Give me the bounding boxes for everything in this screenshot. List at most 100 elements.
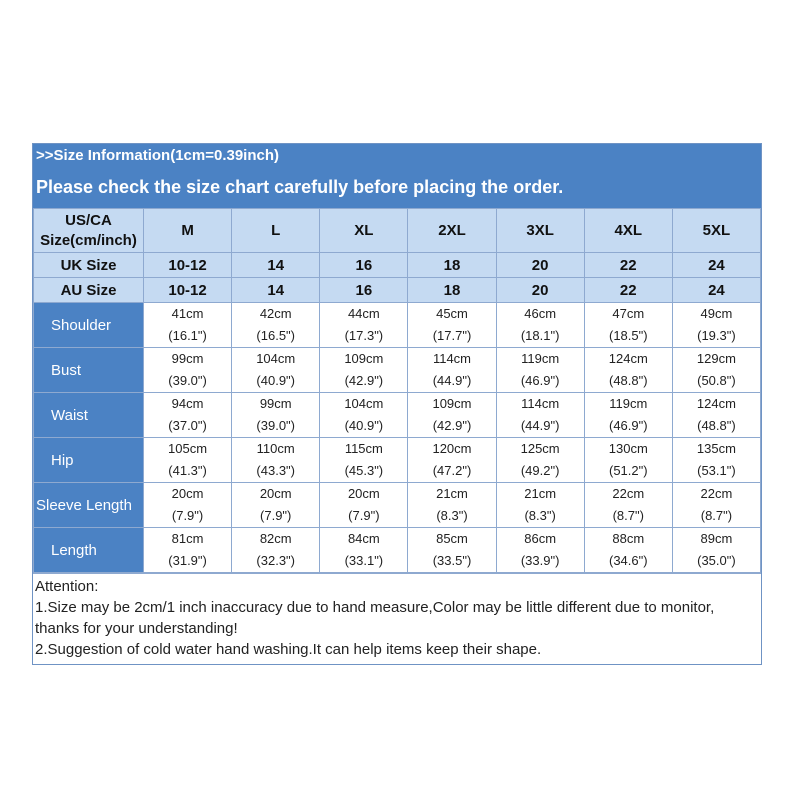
size-system-label: AU Size bbox=[33, 277, 144, 303]
measurement-cm: 109cm bbox=[344, 351, 384, 366]
measurement-label: Hip bbox=[33, 437, 144, 483]
size-header-cell: 14 bbox=[231, 277, 321, 303]
size-system-label: UK Size bbox=[33, 252, 144, 278]
measurement-cm: 104cm bbox=[344, 396, 384, 411]
measurement-inch: (7.9") bbox=[171, 508, 204, 523]
measurement-inch: (33.5") bbox=[432, 553, 472, 568]
measurement-cm: 130cm bbox=[608, 441, 648, 456]
attention-notes: Attention: 1.Size may be 2cm/1 inch inac… bbox=[33, 573, 761, 664]
measurement-inch: (53.1") bbox=[697, 463, 736, 478]
measurement-label: Length bbox=[33, 527, 144, 573]
measurement-cell: 84cm (33.1") bbox=[319, 527, 409, 573]
size-header-cell: 4XL bbox=[583, 208, 673, 253]
measurement-cell: 20cm (7.9") bbox=[142, 482, 233, 528]
measurement-cm: 114cm bbox=[432, 351, 472, 366]
size-header-cell: 20 bbox=[495, 277, 585, 303]
measurement-cm: 21cm bbox=[436, 486, 468, 501]
measurement-cm: 109cm bbox=[432, 396, 472, 411]
measurement-cell: 124cm (48.8") bbox=[671, 392, 762, 438]
measurement-inch: (49.2") bbox=[520, 463, 560, 478]
measurement-cm: 22cm bbox=[700, 486, 733, 501]
measurement-inch: (45.3") bbox=[344, 463, 384, 478]
size-header-cell: 20 bbox=[495, 252, 585, 278]
measurement-cell: 109cm (42.9") bbox=[319, 347, 409, 393]
measurement-inch: (16.1") bbox=[168, 328, 207, 343]
size-header-cell: 5XL bbox=[671, 208, 762, 253]
measurement-cm: 115cm bbox=[344, 441, 383, 456]
measurement-inch: (19.3") bbox=[697, 328, 736, 343]
measurement-cell: 129cm (50.8") bbox=[671, 347, 762, 393]
measurement-inch: (8.3") bbox=[436, 508, 468, 523]
measurement-inch: (7.9") bbox=[348, 508, 380, 523]
measurement-inch: (40.9") bbox=[256, 373, 295, 388]
size-chart: >>Size Information(1cm=0.39inch) Please … bbox=[32, 143, 762, 665]
measurement-cell: 104cm (40.9") bbox=[319, 392, 409, 438]
size-header-cell: 14 bbox=[231, 252, 321, 278]
measurement-cm: 49cm bbox=[700, 306, 733, 321]
measurement-cell: 104cm (40.9") bbox=[231, 347, 321, 393]
measurement-label: Sleeve Length bbox=[33, 482, 144, 528]
measurement-row: Sleeve Length 20cm (7.9") 20cm (7.9") 20cm (7.… bbox=[33, 482, 762, 528]
measurement-cell: 99cm (39.0") bbox=[142, 347, 233, 393]
measurement-label: Bust bbox=[33, 347, 144, 393]
size-chart-banner: >>Size Information(1cm=0.39inch) Please … bbox=[33, 144, 761, 208]
measurement-cm: 94cm bbox=[171, 396, 204, 411]
measurement-cell: 94cm (37.0") bbox=[142, 392, 233, 438]
measurement-cm: 99cm bbox=[171, 351, 204, 366]
size-header-cell: 18 bbox=[407, 252, 497, 278]
measurement-cm: 119cm bbox=[609, 396, 648, 411]
measurement-inch: (34.6") bbox=[608, 553, 648, 568]
size-header-cell: 22 bbox=[583, 252, 673, 278]
measurement-cm: 47cm bbox=[612, 306, 645, 321]
measurement-inch: (33.9") bbox=[520, 553, 560, 568]
attention-title: Attention: bbox=[35, 578, 99, 595]
size-header-cell: 16 bbox=[319, 252, 409, 278]
measurement-inch: (32.3") bbox=[256, 553, 295, 568]
measurement-inch: (50.8") bbox=[697, 373, 736, 388]
measurement-cell: 46cm (18.1") bbox=[495, 302, 585, 348]
size-header-cell: 10-12 bbox=[142, 277, 233, 303]
measurement-cell: 42cm (16.5") bbox=[231, 302, 321, 348]
measurement-inch: (35.0") bbox=[697, 553, 736, 568]
measurement-cm: 129cm bbox=[696, 351, 736, 366]
measurement-inch: (44.9") bbox=[520, 418, 560, 433]
measurement-label: Waist bbox=[33, 392, 144, 438]
measurement-row: Shoulder 41cm (16.1") 42cm (16.5") 44cm (17.3"… bbox=[33, 302, 762, 348]
measurement-cm: 85cm bbox=[436, 531, 468, 546]
measurement-cm: 110cm bbox=[256, 441, 295, 456]
measurement-inch: (42.9") bbox=[432, 418, 472, 433]
size-header-cell: 22 bbox=[583, 277, 673, 303]
measurement-cell: 21cm (8.3") bbox=[407, 482, 497, 528]
measurement-row: Length 81cm (31.9") 82cm (32.3") 84cm (33.1") 8… bbox=[33, 527, 762, 573]
measurement-cm: 82cm bbox=[259, 531, 292, 546]
measurement-cell: 125cm (49.2") bbox=[495, 437, 585, 483]
measurement-cm: 21cm bbox=[524, 486, 557, 501]
measurement-inch: (8.7") bbox=[700, 508, 733, 523]
measurement-cm: 124cm bbox=[608, 351, 648, 366]
measurement-cell: 20cm (7.9") bbox=[231, 482, 321, 528]
measurement-label: Shoulder bbox=[33, 302, 144, 348]
measurement-row: Hip 105cm (41.3") 110cm (43.3") 115cm (45.3") 1… bbox=[33, 437, 762, 483]
measurement-cell: 119cm (46.9") bbox=[583, 392, 673, 438]
measurement-cm: 89cm bbox=[700, 531, 733, 546]
measurement-cm: 42cm bbox=[259, 306, 292, 321]
size-header-row: US/CA Size(cm/inch) M L XL 2XL 3XL 4XL 5XL bbox=[33, 208, 762, 253]
measurement-inch: (41.3") bbox=[168, 463, 207, 478]
measurement-row: Bust 99cm (39.0") 104cm (40.9") 109cm (42.9") 1… bbox=[33, 347, 762, 393]
measurement-cm: 105cm bbox=[168, 441, 208, 456]
size-chart-instruction: Please check the size chart carefully be… bbox=[36, 177, 564, 197]
measurement-cell: 82cm (32.3") bbox=[231, 527, 321, 573]
measurement-cm: 41cm bbox=[171, 306, 204, 321]
measurement-cell: 85cm (33.5") bbox=[407, 527, 497, 573]
size-header-cell: M bbox=[142, 208, 233, 253]
measurement-cell: 99cm (39.0") bbox=[231, 392, 321, 438]
size-header-cell: 16 bbox=[319, 277, 409, 303]
measurement-inch: (39.0") bbox=[256, 418, 295, 433]
attention-note-1: 1.Size may be 2cm/1 inch inaccuracy due … bbox=[35, 599, 715, 637]
size-header-cell: L bbox=[231, 208, 321, 253]
measurement-inch: (8.7") bbox=[612, 508, 644, 523]
measurement-inch: (33.1") bbox=[344, 553, 384, 568]
measurement-cm: 46cm bbox=[524, 306, 557, 321]
size-header-cell: XL bbox=[319, 208, 409, 253]
measurement-cell: 81cm (31.9") bbox=[142, 527, 233, 573]
